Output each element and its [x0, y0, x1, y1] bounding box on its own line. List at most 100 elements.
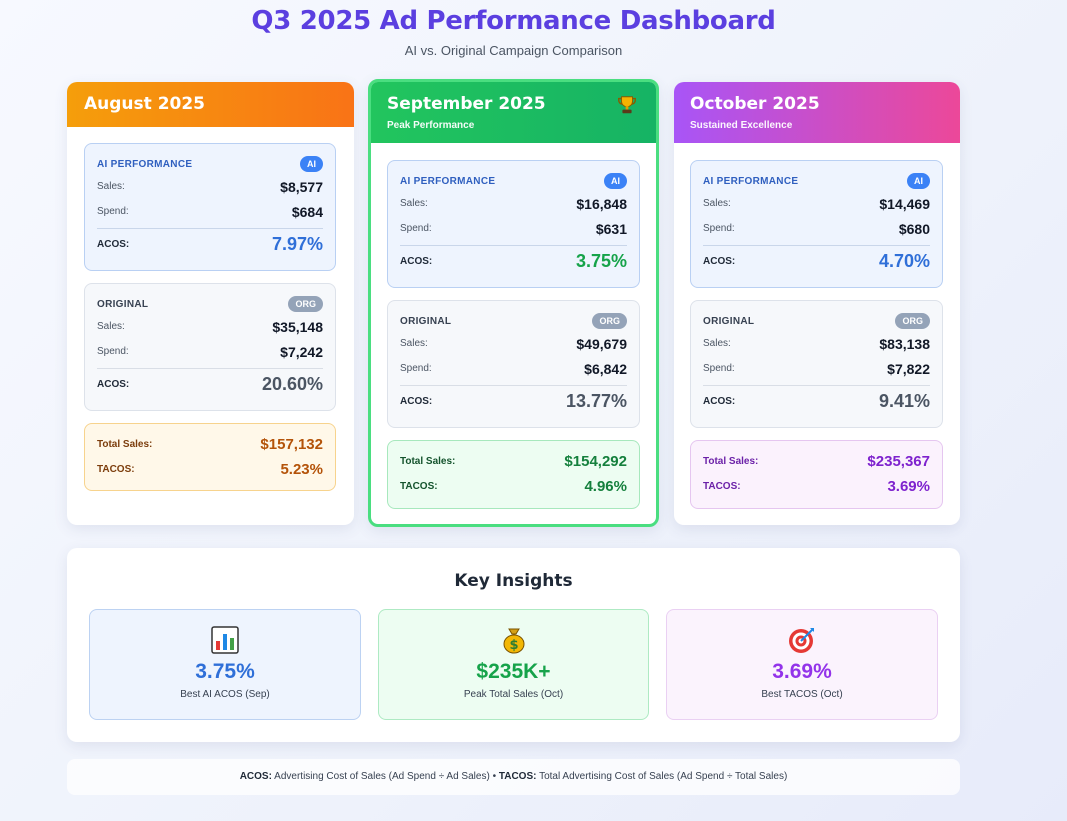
sales-value: $16,848 [576, 195, 627, 212]
ai-performance-box: AI PERFORMANCE AI Sales: $8,577 Spend: $68… [84, 143, 336, 271]
ai-section-title: AI PERFORMANCE [400, 175, 496, 187]
sales-row: Sales: $14,469 [703, 191, 930, 216]
acos-term: ACOS: [239, 771, 272, 782]
spend-value: $680 [898, 220, 930, 237]
spend-value: $684 [291, 203, 323, 220]
acos-row: ACOS: 9.41% [703, 386, 930, 416]
divider [703, 385, 930, 386]
acos-definition: Advertising Cost of Sales (Ad Spend ÷ Ad… [274, 771, 490, 782]
sales-value: $35,148 [272, 318, 323, 335]
acos-row: ACOS: 4.70% [703, 246, 930, 276]
sales-value: $8,577 [280, 178, 323, 195]
acos-value: 7.97% [271, 233, 323, 254]
sales-row: Sales: $49,679 [400, 331, 627, 356]
tacos-term: TACOS: [498, 771, 537, 782]
sales-value: $49,679 [576, 335, 627, 352]
acos-row: ACOS: 7.97% [97, 229, 323, 259]
insight-value: $235K+ [476, 660, 551, 683]
acos-value: 13.77% [565, 390, 627, 411]
acos-value: 4.70% [878, 250, 930, 271]
original-section-title: ORIGINAL [97, 298, 149, 310]
svg-text:$: $ [509, 638, 518, 653]
insight-card: $ $235K+ Peak Total Sales (Oct) [378, 609, 649, 720]
totals-box: Total Sales: $154,292 TACOS: 4.96% [387, 440, 640, 509]
tacos-value: 4.96% [584, 478, 627, 495]
sales-label: Sales: [97, 181, 125, 192]
sales-value: $14,469 [879, 195, 930, 212]
spend-label: Spend: [97, 206, 129, 217]
acos-value: 9.41% [878, 390, 930, 411]
original-box: ORIGINAL ORG Sales: $35,148 Spend: $7,242 … [84, 283, 336, 411]
definitions-footer: ACOS: Advertising Cost of Sales (Ad Spen… [67, 759, 960, 795]
page-title: Q3 2025 Ad Performance Dashboard [251, 6, 776, 36]
ai-badge: AI [907, 173, 930, 189]
insight-value: 3.75% [195, 660, 255, 683]
acos-label: ACOS: [97, 238, 130, 250]
insight-label: Best AI ACOS (Sep) [180, 689, 270, 700]
total-sales-value: $235,367 [867, 453, 930, 470]
sales-label: Sales: [703, 198, 731, 209]
insight-card: 3.69% Best TACOS (Oct) [666, 609, 938, 720]
spend-value: $7,242 [280, 343, 323, 360]
ai-performance-box: AI PERFORMANCE AI Sales: $16,848 Spend: $6… [387, 160, 640, 288]
insights-title: Key Insights [454, 571, 573, 591]
original-section-title: ORIGINAL [400, 315, 452, 327]
page-subtitle: AI vs. Original Campaign Comparison [404, 43, 623, 58]
card-header: September 2025 Peak Performance [371, 82, 656, 143]
acos-row: ACOS: 3.75% [400, 246, 627, 276]
org-badge: ORG [288, 296, 323, 312]
sales-row: Sales: $8,577 [97, 174, 323, 199]
bar-chart-icon [211, 626, 239, 654]
month-card-october: October 2025 Sustained Excellence AI PER… [674, 82, 960, 525]
spend-label: Spend: [703, 223, 735, 234]
acos-label: ACOS: [703, 395, 736, 407]
acos-row: ACOS: 13.77% [400, 386, 627, 416]
insight-label: Best TACOS (Oct) [761, 689, 843, 700]
divider [97, 368, 323, 369]
spend-label: Spend: [400, 223, 432, 234]
acos-value: 20.60% [261, 373, 323, 394]
spend-row: Spend: $631 [400, 216, 627, 241]
divider [97, 228, 323, 229]
month-tag: Peak Performance [387, 120, 475, 131]
spend-value: $631 [595, 220, 627, 237]
sales-label: Sales: [703, 338, 731, 349]
sales-row: Sales: $35,148 [97, 314, 323, 339]
tacos-label: TACOS: [400, 481, 438, 492]
ai-section-title: AI PERFORMANCE [703, 175, 799, 187]
separator: • [492, 771, 497, 782]
spend-label: Spend: [97, 346, 129, 357]
original-box: ORIGINAL ORG Sales: $83,138 Spend: $7,822 … [690, 300, 943, 428]
month-title: August 2025 [84, 94, 206, 114]
money-bag-icon: $ [503, 628, 524, 654]
original-section-title: ORIGINAL [703, 315, 755, 327]
acos-row: ACOS: 20.60% [97, 369, 323, 399]
insight-value: 3.69% [772, 660, 832, 683]
tacos-definition: Total Advertising Cost of Sales (Ad Spen… [539, 771, 788, 782]
total-sales-value: $154,292 [564, 453, 627, 470]
tacos-value: 5.23% [280, 461, 323, 478]
tacos-label: TACOS: [97, 464, 135, 475]
ai-section-title: AI PERFORMANCE [97, 158, 193, 170]
total-sales-label: Total Sales: [703, 456, 759, 467]
spend-row: Spend: $684 [97, 199, 323, 224]
spend-label: Spend: [703, 363, 735, 374]
month-title: October 2025 [690, 94, 820, 114]
month-card-august: August 2025 AI PERFORMANCE AI Sales: $8,5… [67, 82, 354, 525]
acos-value: 3.75% [575, 250, 627, 271]
divider [703, 245, 930, 246]
sales-value: $83,138 [879, 335, 930, 352]
spend-value: $7,822 [887, 360, 930, 377]
ai-badge: AI [604, 173, 627, 189]
spend-label: Spend: [400, 363, 432, 374]
sales-row: Sales: $83,138 [703, 331, 930, 356]
sales-label: Sales: [400, 338, 428, 349]
month-title: September 2025 [387, 94, 546, 114]
card-header: October 2025 Sustained Excellence [674, 82, 960, 143]
spend-row: Spend: $7,242 [97, 339, 323, 364]
card-header: August 2025 [67, 82, 354, 127]
spend-row: Spend: $7,822 [703, 356, 930, 381]
total-sales-value: $157,132 [260, 436, 323, 453]
sales-row: Sales: $16,848 [400, 191, 627, 216]
ai-badge: AI [300, 156, 323, 172]
